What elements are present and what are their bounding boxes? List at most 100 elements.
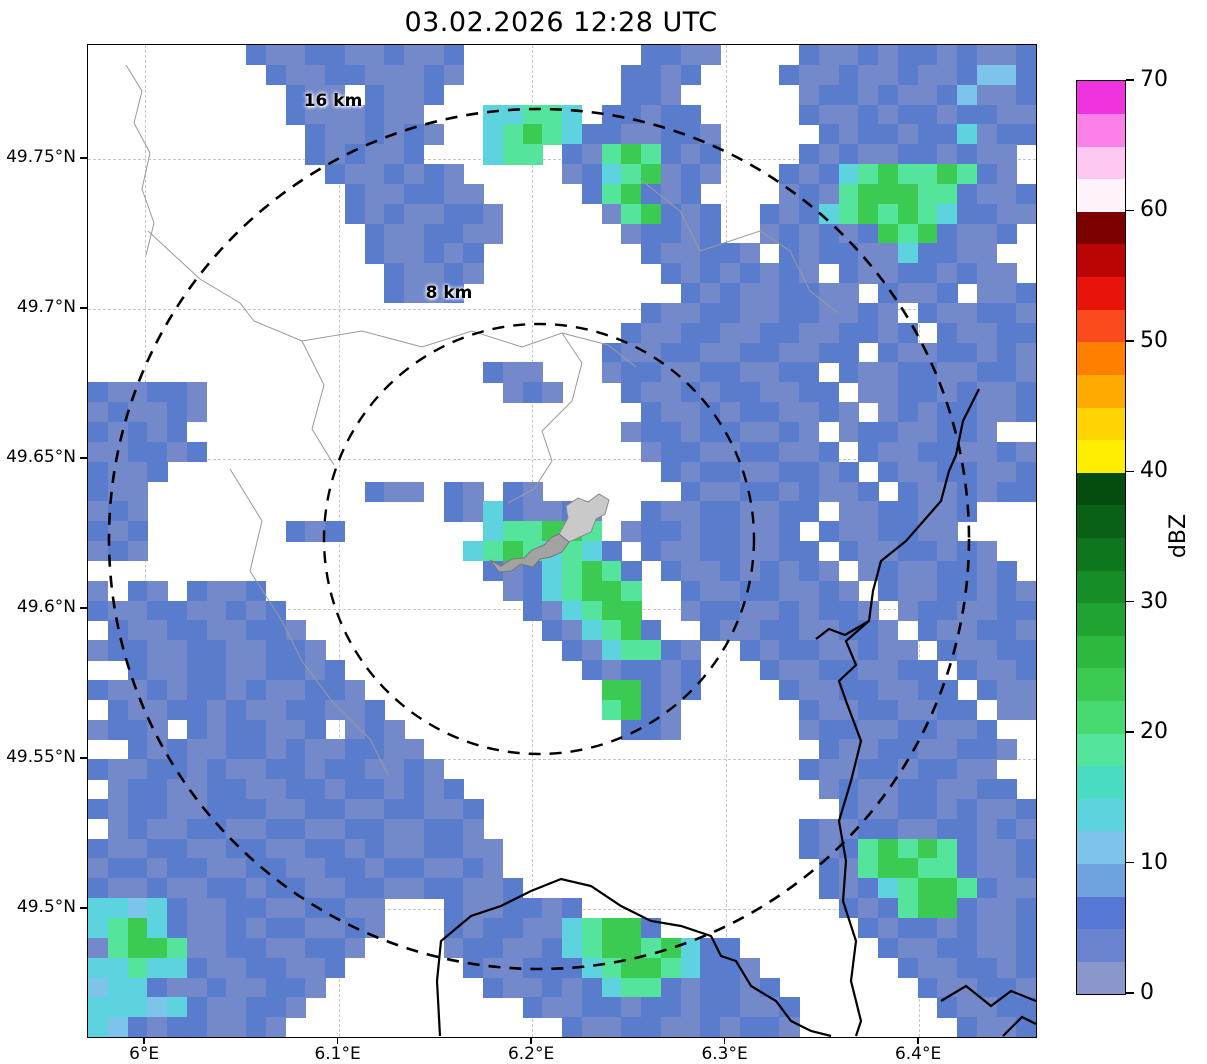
radar-echo-cell xyxy=(720,422,741,443)
radar-echo-cell xyxy=(562,560,583,582)
radar-echo-cell xyxy=(601,699,622,721)
gridline-horizontal xyxy=(88,459,1036,460)
radar-echo-cell xyxy=(937,560,958,582)
radar-echo-cell xyxy=(838,759,859,780)
radar-echo-cell xyxy=(700,560,721,582)
colorbar-segment xyxy=(1077,244,1125,278)
x-axis-tick xyxy=(530,1037,532,1044)
radar-echo-cell xyxy=(700,302,721,324)
radar-echo-cell xyxy=(186,719,208,740)
x-axis-tick xyxy=(917,1037,919,1044)
radar-echo-cell xyxy=(759,620,780,641)
radar-echo-cell xyxy=(226,580,247,602)
radar-echo-cell xyxy=(700,124,721,145)
radar-echo-cell xyxy=(88,600,109,621)
radar-echo-cell xyxy=(167,779,188,800)
radar-echo-cell xyxy=(88,640,109,661)
radar-echo-cell xyxy=(917,660,938,681)
radar-echo-cell xyxy=(937,521,958,542)
radar-echo-cell xyxy=(838,243,859,264)
radar-echo-cell xyxy=(878,560,899,582)
radar-echo-cell xyxy=(917,441,938,463)
radar-echo-cell xyxy=(818,719,840,740)
radar-echo-cell xyxy=(364,243,385,264)
radar-echo-cell xyxy=(897,263,919,284)
radar-echo-cell xyxy=(937,263,958,284)
range-ring-label-16km: 16 km xyxy=(303,91,363,111)
radar-echo-cell xyxy=(502,362,524,383)
radar-echo-cell xyxy=(601,600,622,621)
radar-echo-cell xyxy=(957,302,978,324)
radar-echo-cell xyxy=(779,521,800,542)
radar-echo-cell xyxy=(838,541,859,562)
radar-echo-cell xyxy=(878,342,899,363)
radar-echo-cell xyxy=(127,441,148,463)
radar-echo-cell xyxy=(799,580,820,602)
radar-echo-cell xyxy=(621,124,642,145)
radar-echo-cell xyxy=(483,124,504,145)
radar-echo-cell xyxy=(799,64,820,86)
radar-echo-cell xyxy=(739,541,761,562)
radar-echo-cell xyxy=(700,243,721,264)
radar-echo-cell xyxy=(739,302,761,324)
radar-echo-cell xyxy=(404,243,425,264)
radar-echo-cell xyxy=(542,382,563,403)
radar-echo-cell xyxy=(502,541,524,562)
radar-echo-cell xyxy=(937,422,958,443)
radar-echo-cell xyxy=(443,283,464,304)
colorbar-segment xyxy=(1077,570,1125,604)
radar-echo-cell xyxy=(897,441,919,463)
radar-echo-cell xyxy=(897,481,919,502)
y-axis-tick xyxy=(80,607,87,609)
radar-echo-cell xyxy=(799,481,820,502)
radar-echo-cell xyxy=(700,283,721,304)
radar-echo-cell xyxy=(838,164,859,185)
radar-echo-cell xyxy=(957,759,978,780)
radar-echo-cell xyxy=(542,580,563,602)
radar-echo-cell xyxy=(522,600,543,621)
radar-echo-cell xyxy=(1016,580,1036,602)
radar-echo-cell xyxy=(463,223,484,244)
radar-echo-cell xyxy=(641,302,662,324)
radar-echo-cell xyxy=(779,501,800,522)
radar-echo-cell xyxy=(226,699,247,721)
radar-echo-cell xyxy=(917,461,938,482)
radar-echo-cell xyxy=(641,362,662,383)
radar-echo-cell xyxy=(246,620,267,641)
radar-echo-cell xyxy=(325,739,346,760)
radar-echo-cell xyxy=(423,84,445,106)
radar-echo-cell xyxy=(957,104,978,125)
radar-echo-cell xyxy=(957,322,978,344)
radar-echo-cell xyxy=(601,144,622,165)
radar-echo-cell xyxy=(621,560,642,582)
country-border-path xyxy=(1002,1015,1036,1037)
radar-echo-cell xyxy=(799,541,820,562)
radar-echo-cell xyxy=(996,620,1017,641)
radar-echo-cell xyxy=(739,243,761,264)
radar-echo-cell xyxy=(364,481,385,502)
radar-echo-cell xyxy=(838,640,859,661)
radar-echo-cell xyxy=(858,640,879,661)
radar-echo-cell xyxy=(976,600,998,621)
colorbar-tick xyxy=(1126,209,1134,212)
radar-echo-cell xyxy=(167,699,188,721)
radar-echo-cell xyxy=(700,45,721,66)
radar-echo-cell xyxy=(739,501,761,522)
radar-echo-cell xyxy=(818,223,840,244)
radar-echo-cell xyxy=(858,203,879,225)
radar-echo-cell xyxy=(799,699,820,721)
radar-echo-cell xyxy=(680,461,701,482)
radar-echo-cell xyxy=(680,501,701,522)
radar-echo-cell xyxy=(364,164,385,185)
radar-echo-cell xyxy=(463,541,484,562)
radar-echo-cell xyxy=(937,699,958,721)
radar-echo-cell xyxy=(838,620,859,641)
radar-echo-cell xyxy=(404,759,425,780)
radar-echo-cell xyxy=(562,124,583,145)
radar-echo-cell xyxy=(265,739,287,760)
radar-echo-cell xyxy=(404,739,425,760)
radar-echo-cell xyxy=(739,640,761,661)
radar-echo-cell xyxy=(779,580,800,602)
radar-echo-cell xyxy=(976,164,998,185)
radar-echo-cell xyxy=(660,64,682,86)
